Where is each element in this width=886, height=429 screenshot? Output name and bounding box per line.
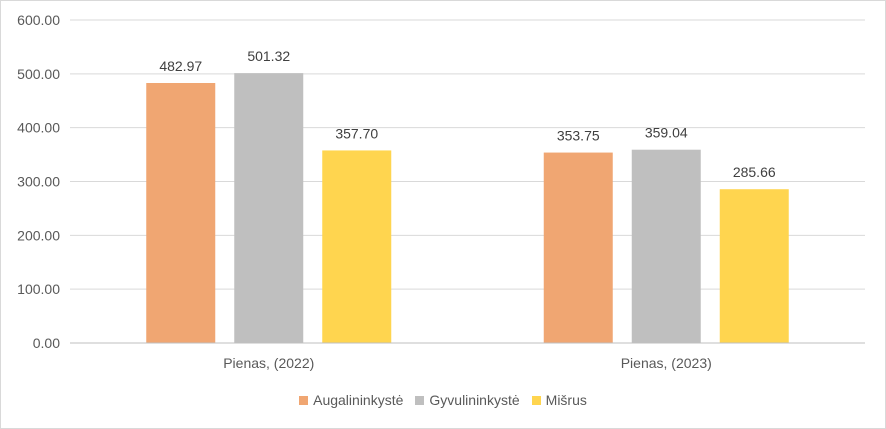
legend-label-gyvulininkyste: Gyvulininkystė	[429, 392, 520, 408]
bar	[543, 152, 613, 343]
bar	[322, 150, 392, 343]
legend-item-augalininkyste: Augalininkystė	[299, 392, 403, 408]
data-label: 357.70	[335, 125, 378, 141]
y-tick-label: 500.00	[17, 66, 60, 82]
x-category-label: Pienas, (2022)	[223, 355, 314, 371]
y-tick-label: 200.00	[17, 227, 60, 243]
legend-swatch-gyvulininkyste	[415, 395, 425, 405]
x-axis: Pienas, (2022) Pienas, (2023)	[70, 342, 865, 371]
legend-swatch-misrus	[531, 395, 541, 405]
legend-swatch-augalininkyste	[299, 395, 309, 405]
legend: Augalininkystė Gyvulininkystė Mišrus	[0, 392, 886, 408]
data-label: 501.32	[247, 48, 290, 64]
data-labels: 482.97 501.32 357.70 353.75 359.04 285.66	[159, 48, 776, 180]
legend-label-misrus: Mišrus	[545, 392, 587, 408]
data-label: 359.04	[645, 125, 688, 141]
bar	[719, 189, 789, 343]
bars	[146, 73, 789, 343]
y-tick-label: 0.00	[33, 335, 60, 351]
y-tick-label: 300.00	[17, 174, 60, 190]
x-category-label: Pienas, (2023)	[621, 355, 712, 371]
legend-label-augalininkyste: Augalininkystė	[313, 392, 404, 408]
data-label: 353.75	[557, 128, 600, 144]
y-tick-label: 400.00	[17, 120, 60, 136]
bar	[631, 149, 701, 343]
legend-item-misrus: Mišrus	[531, 392, 587, 408]
bar	[146, 83, 216, 343]
y-axis-ticks: 0.00 100.00 200.00 300.00 400.00 500.00 600.00	[17, 12, 60, 351]
bar	[234, 73, 304, 343]
y-tick-label: 600.00	[17, 12, 60, 28]
data-label: 285.66	[733, 164, 776, 180]
data-label: 482.97	[159, 58, 202, 74]
legend-item-gyvulininkyste: Gyvulininkystė	[415, 392, 520, 408]
y-tick-label: 100.00	[17, 281, 60, 297]
